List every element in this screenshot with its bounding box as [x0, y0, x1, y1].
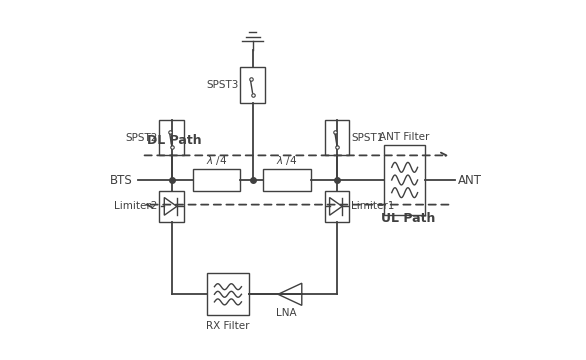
Bar	[159, 190, 184, 222]
Text: SPST3: SPST3	[206, 80, 239, 90]
Text: RX Filter: RX Filter	[206, 321, 250, 331]
Text: SPST2: SPST2	[125, 133, 158, 143]
Text: Limiter2: Limiter2	[114, 201, 158, 211]
Text: SPST1: SPST1	[351, 133, 383, 143]
Text: UL Path: UL Path	[381, 212, 435, 225]
Bar	[384, 145, 425, 215]
Bar	[263, 170, 311, 190]
Text: $\lambda$ /4: $\lambda$ /4	[276, 154, 298, 167]
Bar	[240, 67, 265, 103]
Text: DL Path: DL Path	[147, 134, 202, 147]
Bar	[159, 120, 184, 156]
Bar	[325, 190, 349, 222]
Text: ANT Filter: ANT Filter	[380, 132, 430, 142]
Text: LNA: LNA	[275, 308, 297, 318]
Text: Limiter1: Limiter1	[351, 201, 394, 211]
Bar	[193, 170, 240, 190]
Text: ANT: ANT	[458, 174, 482, 186]
Bar	[207, 273, 249, 315]
Text: BTS: BTS	[110, 174, 133, 186]
Text: $\lambda$ /4: $\lambda$ /4	[206, 154, 227, 167]
Bar	[325, 120, 349, 156]
